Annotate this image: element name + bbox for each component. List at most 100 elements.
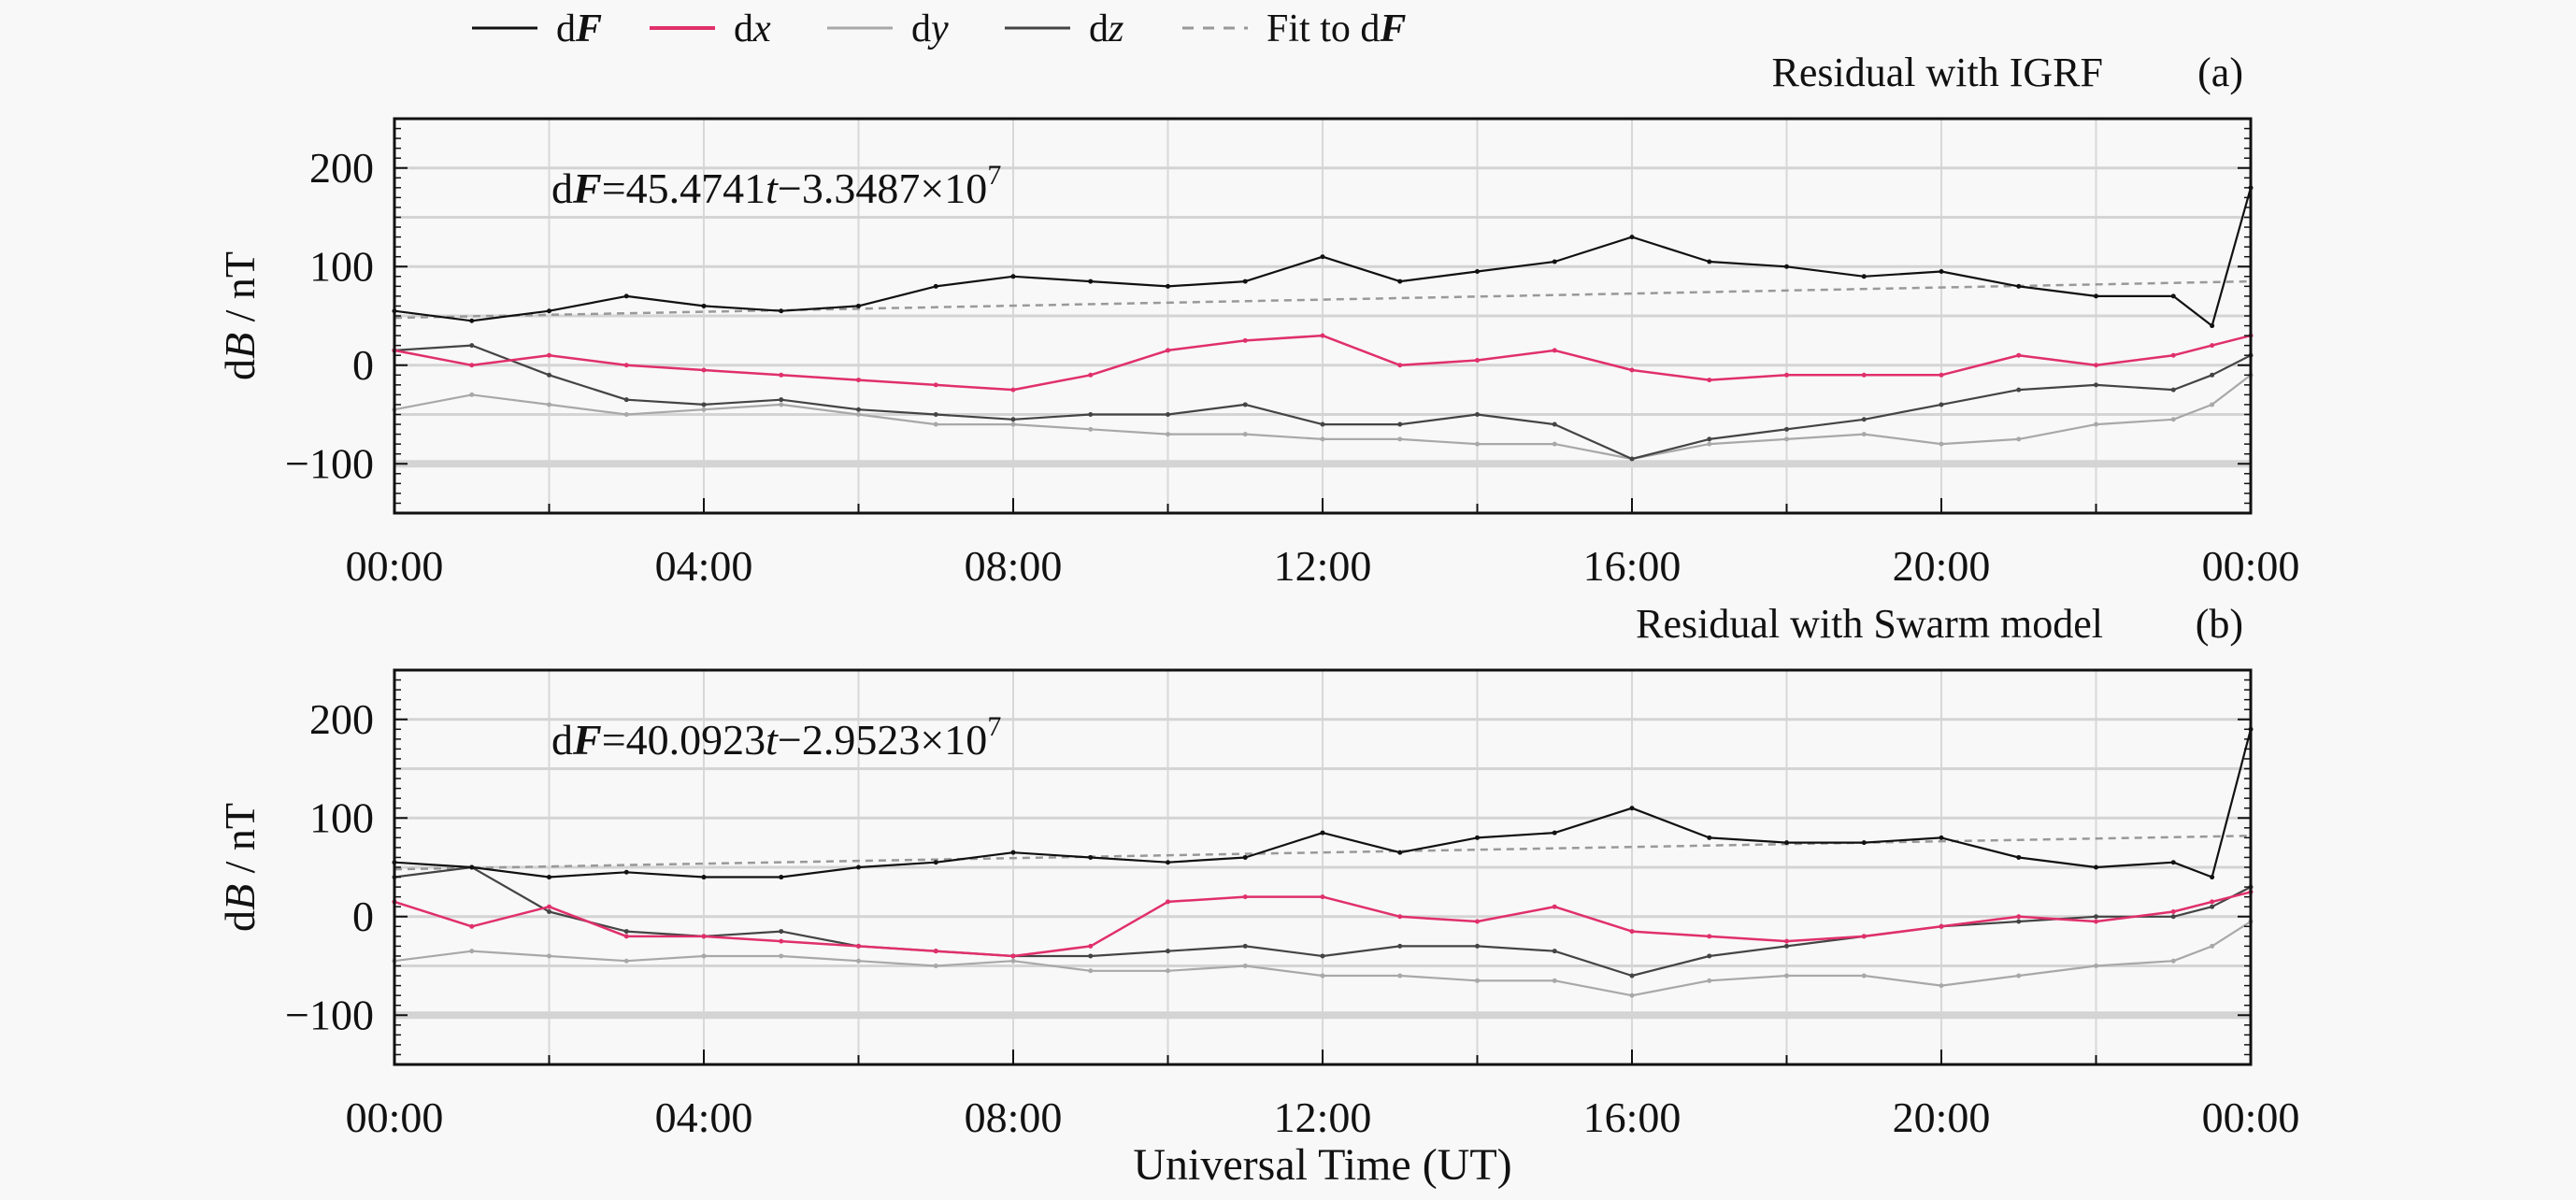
series-dy-point xyxy=(1475,978,1480,983)
series-dz-point xyxy=(779,397,784,403)
series-dF-point xyxy=(933,283,938,289)
series-dy-line xyxy=(394,921,2252,997)
series-dy-point xyxy=(469,392,475,397)
series-dx-point xyxy=(1552,904,1557,909)
series-dz-line xyxy=(394,344,2252,461)
series-dy-point xyxy=(2170,958,2176,964)
series-dy-point xyxy=(1010,958,1016,964)
series-dx-point xyxy=(701,934,707,939)
series-dz-point xyxy=(1397,943,1403,949)
series-dx-point xyxy=(547,904,551,909)
series-dx-point xyxy=(1784,372,1789,378)
series-dx-point xyxy=(1010,953,1016,959)
series-dy-point xyxy=(623,958,629,964)
panel-label: (b) xyxy=(2196,601,2243,647)
series-dF-point xyxy=(1397,279,1403,284)
series-dz-point xyxy=(2170,914,2176,920)
series-dF-line xyxy=(394,187,2253,327)
x-tick-label: 00:00 xyxy=(2202,542,2300,590)
series-dz-point xyxy=(1475,412,1480,417)
series-dx-point xyxy=(1939,372,1944,378)
series-dy-point xyxy=(1010,421,1016,427)
text-part: −2.9523×10 xyxy=(778,716,987,764)
series-dF-point xyxy=(856,864,861,870)
series-dF-point xyxy=(1320,254,1325,260)
series-dF-point xyxy=(1242,279,1248,284)
series-dx-point xyxy=(1010,387,1016,393)
text-part: F xyxy=(575,7,602,50)
fit-line xyxy=(394,279,2252,320)
series-dF-point xyxy=(1939,835,1944,840)
x-tick-label: 16:00 xyxy=(1583,542,1682,590)
series-dF-point xyxy=(1088,854,1094,860)
x-tick-label: 08:00 xyxy=(965,1093,1063,1141)
series-dz-point xyxy=(1088,412,1094,417)
series-dx-point xyxy=(856,943,861,949)
series-dx-point xyxy=(2094,363,2098,368)
series-dy-point xyxy=(1552,978,1557,983)
text-part: / nT xyxy=(216,251,264,333)
series-dF-point xyxy=(2094,864,2098,870)
series-dz-point xyxy=(2210,904,2215,909)
legend-item-dx: dx xyxy=(650,7,771,50)
series-dx-line xyxy=(394,891,2252,958)
series-dx-point xyxy=(1088,943,1094,949)
series-dx-point xyxy=(701,367,707,373)
series-dy-point xyxy=(1242,964,1248,968)
text-part: d xyxy=(556,7,576,50)
series-dx-point xyxy=(1475,919,1480,924)
series-dF-point xyxy=(856,303,861,308)
text-part: d xyxy=(911,7,931,50)
y-axis-label: dB / nT xyxy=(216,803,264,932)
x-tick-label: 04:00 xyxy=(655,542,753,590)
series-dF-point xyxy=(1397,850,1403,855)
series-dF-point xyxy=(547,308,551,314)
legend-label-dF: dF xyxy=(556,7,602,50)
legend-label-fit: Fit to dF xyxy=(1267,7,1406,50)
series-dz-point xyxy=(1861,417,1867,422)
series-dy-point xyxy=(2016,973,2022,979)
series-dF-point xyxy=(1629,235,1635,240)
series-dz-point xyxy=(1166,949,1170,954)
y-tick-label: 0 xyxy=(352,893,374,940)
series-dF-point xyxy=(1475,835,1480,840)
series-dy-point xyxy=(1861,432,1867,437)
series-dz-point xyxy=(701,402,707,407)
text-part: d xyxy=(734,7,753,50)
series-dx-point xyxy=(2210,343,2215,349)
series-dx-point xyxy=(1320,894,1325,900)
series-dz-point xyxy=(1088,953,1094,959)
series-dx-point xyxy=(1629,929,1635,935)
panel-a: 00:00 04:00 08:00 12:00 16:00 20:00 00:00 200 10… xyxy=(216,50,2299,590)
series-dz-point xyxy=(779,929,784,935)
x-tick-label: 12:00 xyxy=(1274,1093,1372,1141)
x-tick-label: 00:00 xyxy=(346,1093,444,1141)
y-tick-label: 100 xyxy=(309,242,374,290)
text-part: d xyxy=(1089,7,1109,50)
series-dz-point xyxy=(856,407,861,412)
series-dy-point xyxy=(1397,436,1403,442)
series-dF-point xyxy=(1861,840,1867,846)
series-dy-point xyxy=(2210,402,2215,407)
panel-label: (a) xyxy=(2197,50,2243,95)
series-dF-line xyxy=(394,729,2253,879)
series-dy-line xyxy=(394,374,2252,461)
series-dz-point xyxy=(2170,387,2176,393)
series-dx-point xyxy=(1475,357,1480,363)
series-dy-point xyxy=(1320,436,1325,442)
series-dF-point xyxy=(701,875,707,880)
series-dz-point xyxy=(1010,417,1016,422)
series-dx-point xyxy=(2170,908,2176,914)
series-dy-point xyxy=(1939,983,1944,989)
series-dx-point xyxy=(779,938,784,944)
series-dF-point xyxy=(469,318,475,323)
series-dx-point xyxy=(469,363,475,368)
series-dF-point xyxy=(1088,279,1094,284)
series-dx-point xyxy=(933,949,938,954)
series-dF-point xyxy=(1166,860,1170,865)
series-dz-point xyxy=(1475,943,1480,949)
series-dF-point xyxy=(1010,850,1016,855)
series-dx-point xyxy=(2094,919,2098,924)
series-dx-point xyxy=(623,934,629,939)
